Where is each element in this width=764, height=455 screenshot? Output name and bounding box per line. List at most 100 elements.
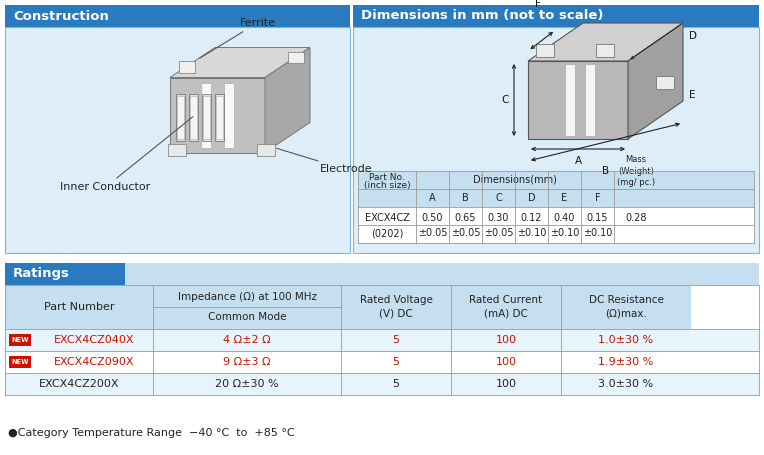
Text: ±0.05: ±0.05 bbox=[451, 228, 481, 238]
Bar bbox=[596, 44, 614, 57]
Polygon shape bbox=[170, 47, 310, 77]
Text: F: F bbox=[535, 0, 541, 9]
Bar bbox=[5, 373, 759, 395]
Text: 0.30: 0.30 bbox=[487, 213, 509, 223]
Text: B: B bbox=[462, 193, 469, 203]
Bar bbox=[451, 285, 561, 329]
Polygon shape bbox=[528, 61, 628, 139]
Bar bbox=[201, 82, 211, 147]
Bar bbox=[561, 285, 691, 329]
Text: (0202): (0202) bbox=[371, 228, 403, 238]
Bar bbox=[189, 93, 198, 141]
Bar bbox=[358, 189, 754, 207]
Text: 0.28: 0.28 bbox=[625, 213, 647, 223]
Text: Rated Current
(mA) DC: Rated Current (mA) DC bbox=[469, 295, 542, 318]
Bar bbox=[190, 96, 197, 138]
Bar bbox=[5, 263, 125, 285]
Text: A: A bbox=[575, 156, 581, 166]
Bar bbox=[257, 143, 275, 156]
Text: 0.50: 0.50 bbox=[422, 213, 443, 223]
Bar bbox=[656, 76, 674, 89]
Text: Inner Conductor: Inner Conductor bbox=[60, 117, 193, 192]
Text: 100: 100 bbox=[496, 335, 516, 345]
Bar bbox=[358, 171, 416, 207]
Bar bbox=[341, 285, 451, 329]
Bar bbox=[224, 82, 234, 147]
Bar bbox=[536, 44, 554, 57]
Text: E: E bbox=[562, 193, 568, 203]
Polygon shape bbox=[170, 77, 265, 152]
Text: NEW: NEW bbox=[11, 337, 29, 343]
Text: 1.0±30 %: 1.0±30 % bbox=[598, 335, 653, 345]
Bar bbox=[153, 285, 341, 329]
Text: ±0.10: ±0.10 bbox=[550, 228, 579, 238]
Text: NEW: NEW bbox=[11, 359, 29, 365]
Text: 9 Ω±3 Ω: 9 Ω±3 Ω bbox=[223, 357, 270, 367]
Text: ±0.05: ±0.05 bbox=[418, 228, 447, 238]
Text: 0.15: 0.15 bbox=[587, 213, 608, 223]
Text: 5: 5 bbox=[393, 379, 400, 389]
Text: E: E bbox=[689, 90, 695, 100]
Bar bbox=[9, 334, 31, 346]
Polygon shape bbox=[265, 47, 310, 152]
Text: Electrode: Electrode bbox=[277, 148, 373, 175]
Text: Impedance (Ω) at 100 MHz: Impedance (Ω) at 100 MHz bbox=[177, 292, 316, 302]
Text: Part No.: Part No. bbox=[369, 173, 405, 182]
Text: Ferrite: Ferrite bbox=[200, 17, 276, 58]
Text: Dimensions in mm (not to scale): Dimensions in mm (not to scale) bbox=[361, 10, 604, 22]
Text: ±0.10: ±0.10 bbox=[516, 228, 546, 238]
Text: A: A bbox=[429, 193, 435, 203]
Text: 1.9±30 %: 1.9±30 % bbox=[598, 357, 654, 367]
Bar bbox=[358, 207, 754, 243]
Text: B: B bbox=[602, 166, 609, 176]
Text: (inch size): (inch size) bbox=[364, 181, 410, 190]
Text: 5: 5 bbox=[393, 335, 400, 345]
Text: Dimensions(mm): Dimensions(mm) bbox=[473, 175, 557, 185]
Text: 0.12: 0.12 bbox=[521, 213, 542, 223]
Bar bbox=[203, 96, 210, 138]
Text: 4 Ω±2 Ω: 4 Ω±2 Ω bbox=[223, 335, 270, 345]
Text: C: C bbox=[502, 95, 509, 105]
Text: 0.65: 0.65 bbox=[455, 213, 476, 223]
Text: F: F bbox=[594, 193, 601, 203]
Bar bbox=[125, 263, 759, 285]
Bar bbox=[5, 285, 153, 329]
Bar bbox=[177, 96, 184, 138]
Polygon shape bbox=[528, 23, 683, 61]
Text: ●Category Temperature Range  −40 °C  to  +85 °C: ●Category Temperature Range −40 °C to +8… bbox=[8, 428, 295, 438]
Text: C: C bbox=[495, 193, 502, 203]
Bar bbox=[176, 93, 185, 141]
Polygon shape bbox=[628, 23, 683, 139]
Bar bbox=[179, 61, 195, 73]
Bar bbox=[215, 93, 224, 141]
Bar bbox=[9, 356, 31, 368]
Text: DC Resistance
(Ω)max.: DC Resistance (Ω)max. bbox=[588, 295, 663, 318]
Text: 100: 100 bbox=[496, 357, 516, 367]
Text: EXCX4CZ090X: EXCX4CZ090X bbox=[53, 357, 134, 367]
Bar bbox=[5, 5, 350, 27]
Bar bbox=[353, 27, 759, 253]
Bar bbox=[565, 64, 575, 136]
Bar bbox=[216, 96, 223, 138]
Text: 0.40: 0.40 bbox=[554, 213, 575, 223]
Text: Rated Voltage
(V) DC: Rated Voltage (V) DC bbox=[360, 295, 432, 318]
Bar bbox=[5, 351, 759, 373]
Bar bbox=[585, 64, 595, 136]
Text: Construction: Construction bbox=[13, 10, 109, 22]
Bar bbox=[287, 51, 303, 62]
Text: D: D bbox=[689, 31, 697, 41]
Text: ±0.05: ±0.05 bbox=[484, 228, 513, 238]
Text: Mass
(Weight)
(mg/ pc.): Mass (Weight) (mg/ pc.) bbox=[617, 156, 655, 187]
Bar bbox=[5, 263, 759, 285]
Text: 100: 100 bbox=[496, 379, 516, 389]
Text: D: D bbox=[528, 193, 536, 203]
Text: ±0.10: ±0.10 bbox=[583, 228, 612, 238]
Bar bbox=[5, 329, 759, 351]
Text: EXCX4CZ: EXCX4CZ bbox=[364, 213, 410, 223]
Bar bbox=[202, 93, 211, 141]
Bar bbox=[5, 27, 350, 253]
Text: 20 Ω±30 %: 20 Ω±30 % bbox=[215, 379, 279, 389]
Bar bbox=[614, 171, 658, 207]
Text: Ratings: Ratings bbox=[13, 268, 70, 280]
Text: 3.0±30 %: 3.0±30 % bbox=[598, 379, 653, 389]
